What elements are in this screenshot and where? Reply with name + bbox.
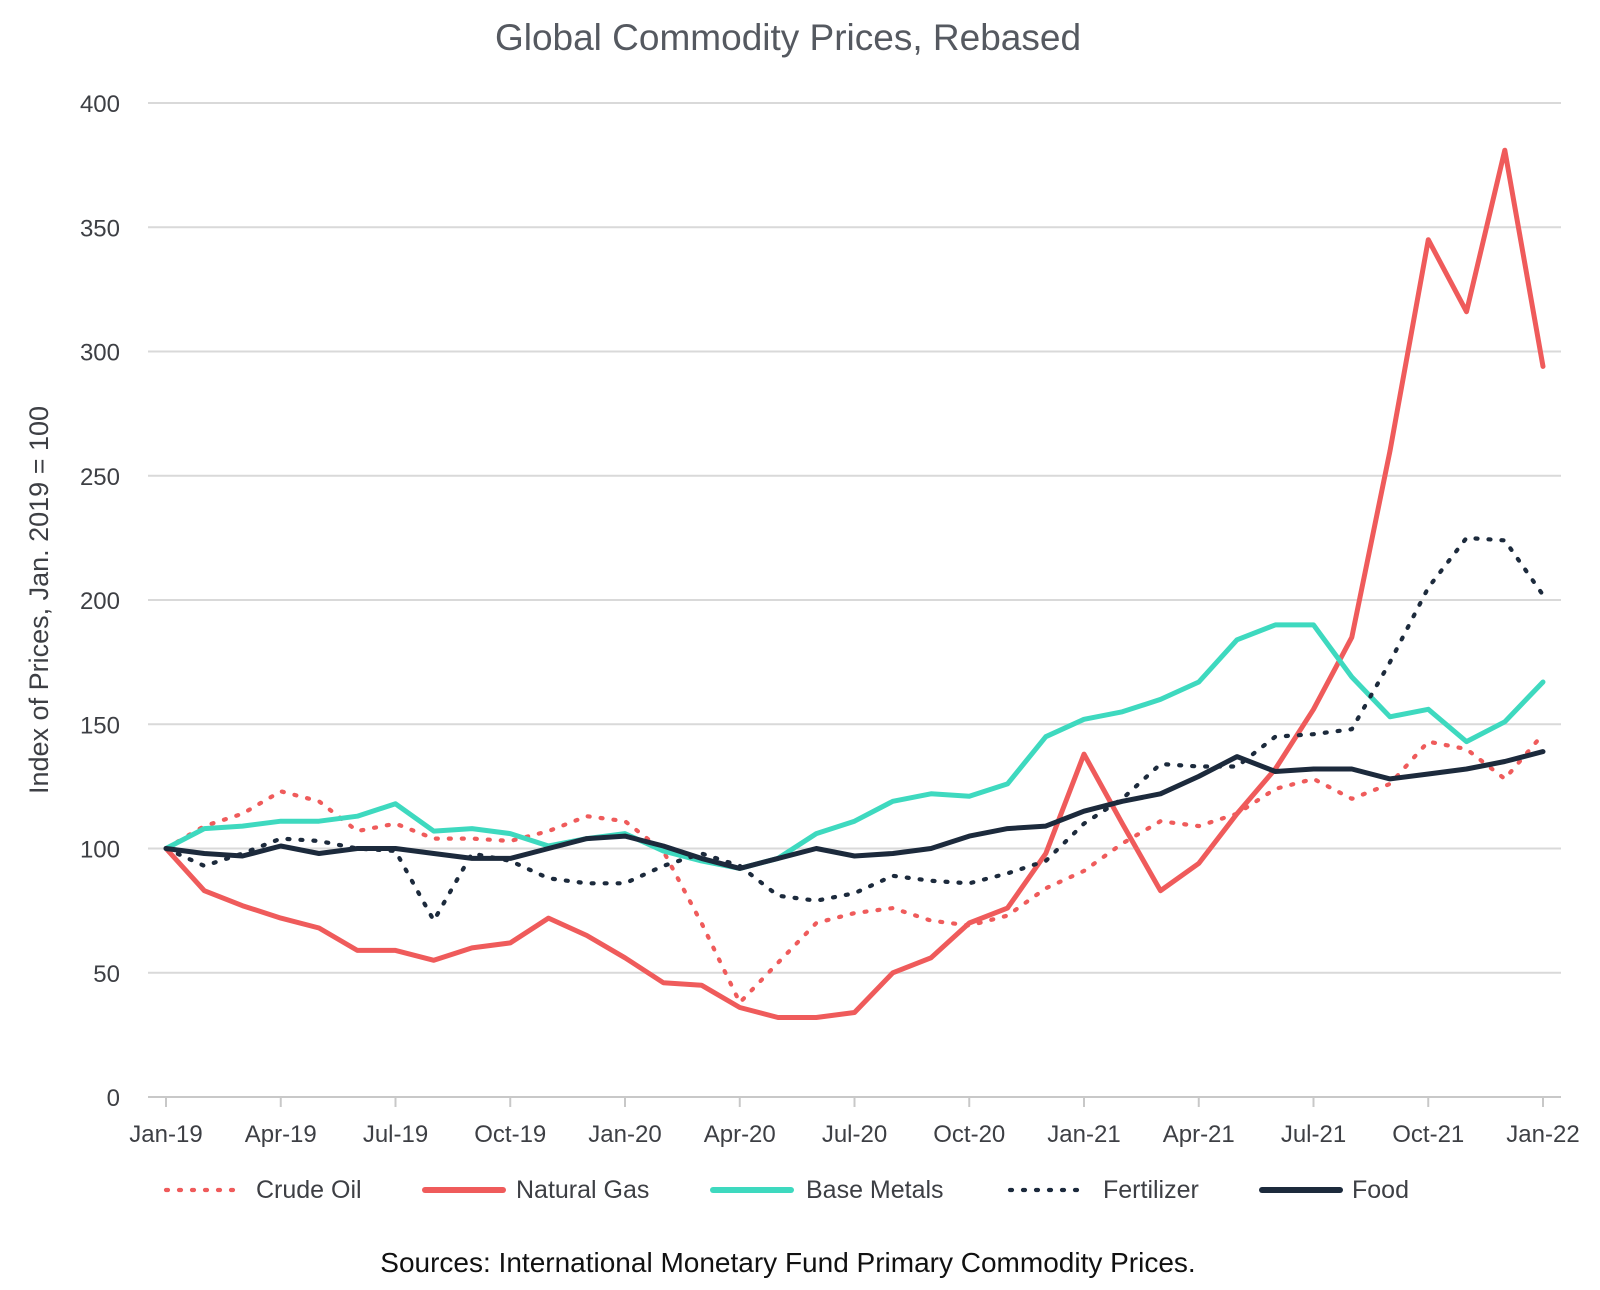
y-tick-label-250: 250	[80, 464, 120, 491]
x-tick-label-Jan-22: Jan-22	[1506, 1121, 1579, 1148]
source-note: Sources: International Monetary Fund Pri…	[380, 1247, 1195, 1278]
legend-item-fertilizer: Fertilizer	[1007, 1176, 1199, 1204]
x-tick-label-Oct-20: Oct-20	[933, 1121, 1005, 1148]
legend-label: Base Metals	[806, 1176, 944, 1204]
series-line-natural-gas	[163, 147, 1546, 1020]
legend-item-crude-oil: Crude Oil	[163, 1176, 362, 1204]
gridlines	[148, 102, 1561, 974]
x-tick-label-Jul-19: Jul-19	[363, 1121, 428, 1148]
x-tick-label-Apr-19: Apr-19	[245, 1121, 317, 1148]
y-tick-label-50: 50	[93, 961, 120, 988]
y-tick-label-200: 200	[80, 588, 120, 615]
y-axis-ticks: 0 50 100 150 200 250 300 350 400	[80, 91, 120, 1112]
x-tick-label-Jan-21: Jan-21	[1047, 1121, 1120, 1148]
x-tick-label-Jul-21: Jul-21	[1281, 1121, 1346, 1148]
chart-title: Global Commodity Prices, Rebased	[495, 17, 1081, 58]
y-tick-label-100: 100	[80, 837, 120, 864]
x-axis: Jan-19 Apr-19 Jul-19 Oct-19 Jan-20 Apr-20 Jul-…	[129, 1096, 1580, 1148]
series-lines	[163, 147, 1546, 1020]
legend-item-food: Food	[1259, 1176, 1409, 1204]
series-line-fertilizer	[163, 535, 1546, 923]
y-tick-label-300: 300	[80, 340, 120, 367]
y-tick-label-400: 400	[80, 91, 120, 118]
x-tick-label-Jul-20: Jul-20	[822, 1121, 887, 1148]
legend: Crude Oil Natural Gas Base Metals Fertilize…	[163, 1176, 1409, 1204]
y-tick-label-150: 150	[80, 712, 120, 739]
series-line-food	[163, 749, 1546, 871]
x-tick-label-Apr-21: Apr-21	[1163, 1121, 1235, 1148]
legend-label: Food	[1352, 1176, 1409, 1204]
legend-item-natural-gas: Natural Gas	[422, 1176, 649, 1204]
legend-label: Natural Gas	[516, 1176, 649, 1204]
x-tick-label-Jan-20: Jan-20	[588, 1121, 661, 1148]
x-tick-label-Apr-20: Apr-20	[704, 1121, 776, 1148]
y-tick-label-0: 0	[107, 1085, 120, 1112]
y-tick-label-350: 350	[80, 215, 120, 242]
series-line-base-metals	[163, 622, 1546, 871]
legend-label: Crude Oil	[256, 1176, 362, 1204]
x-tick-label-Oct-21: Oct-21	[1392, 1121, 1464, 1148]
x-tick-label-Oct-19: Oct-19	[474, 1121, 546, 1148]
legend-label: Fertilizer	[1103, 1176, 1199, 1204]
legend-item-base-metals: Base Metals	[710, 1176, 944, 1204]
x-tick-label-Jan-19: Jan-19	[129, 1121, 202, 1148]
y-axis-label: Index of Prices, Jan. 2019 = 100	[24, 406, 54, 794]
series-line-crude-oil	[163, 732, 1546, 1005]
